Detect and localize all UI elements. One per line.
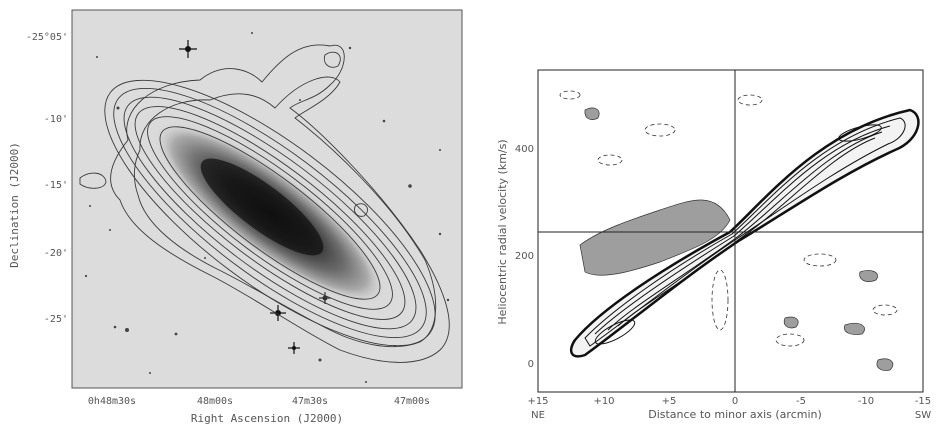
x-tick: -5 (796, 396, 806, 407)
x-tick: +5 (662, 396, 677, 407)
optical-image-figure: -25°05' -10' -15' -20' -25' 0h48m30s 48m… (8, 9, 463, 425)
y-axis-label: Heliocentric radial velocity (km/s) (496, 139, 509, 324)
x-tick: +15 (527, 396, 548, 407)
x-tick: 0h48m30s (88, 396, 136, 407)
pv-dashed-contours (559, 90, 898, 347)
y-tick: -20' (44, 248, 68, 259)
y-tick: -25' (44, 314, 68, 325)
x-tick: +10 (593, 396, 614, 407)
pv-emission (569, 108, 920, 358)
y-tick: -10' (44, 114, 68, 125)
y-axis-label: Declination (J2000) (8, 142, 21, 268)
optical-image-panel: -25°05' -10' -15' -20' -25' 0h48m30s 48m… (0, 0, 470, 428)
pv-y-axis: 400 200 0 (515, 144, 534, 370)
y-tick: 400 (515, 144, 534, 155)
x-tick: 48m00s (197, 396, 233, 407)
pv-diagram-panel: 400 200 0 +15 +10 +5 0 -5 -10 -15 NE SW … (490, 0, 944, 428)
background-stars (84, 32, 450, 383)
pv-grey-blobs (579, 107, 894, 371)
y-tick: 200 (515, 251, 534, 262)
y-tick: -15' (44, 180, 68, 191)
y-tick: -25°05' (26, 32, 68, 43)
pv-x-axis: +15 +10 +5 0 -5 -10 -15 NE SW (527, 396, 931, 421)
x-axis-label: Right Ascension (J2000) (191, 412, 343, 425)
x-tick: 47m00s (394, 396, 430, 407)
x-tick: 47m30s (292, 396, 328, 407)
x-tick: 0 (732, 396, 738, 407)
left-y-axis: -25°05' -10' -15' -20' -25' (26, 32, 68, 325)
x-axis-label: Distance to minor axis (arcmin) (648, 408, 822, 421)
x-tick: -10 (858, 396, 874, 407)
left-x-axis: 0h48m30s 48m00s 47m30s 47m00s (88, 396, 430, 407)
sw-label: SW (915, 410, 931, 421)
pv-diagram-figure: 400 200 0 +15 +10 +5 0 -5 -10 -15 NE SW … (496, 69, 931, 421)
y-tick: 0 (528, 359, 534, 370)
x-tick: -15 (915, 396, 931, 407)
ne-label: NE (531, 410, 545, 421)
